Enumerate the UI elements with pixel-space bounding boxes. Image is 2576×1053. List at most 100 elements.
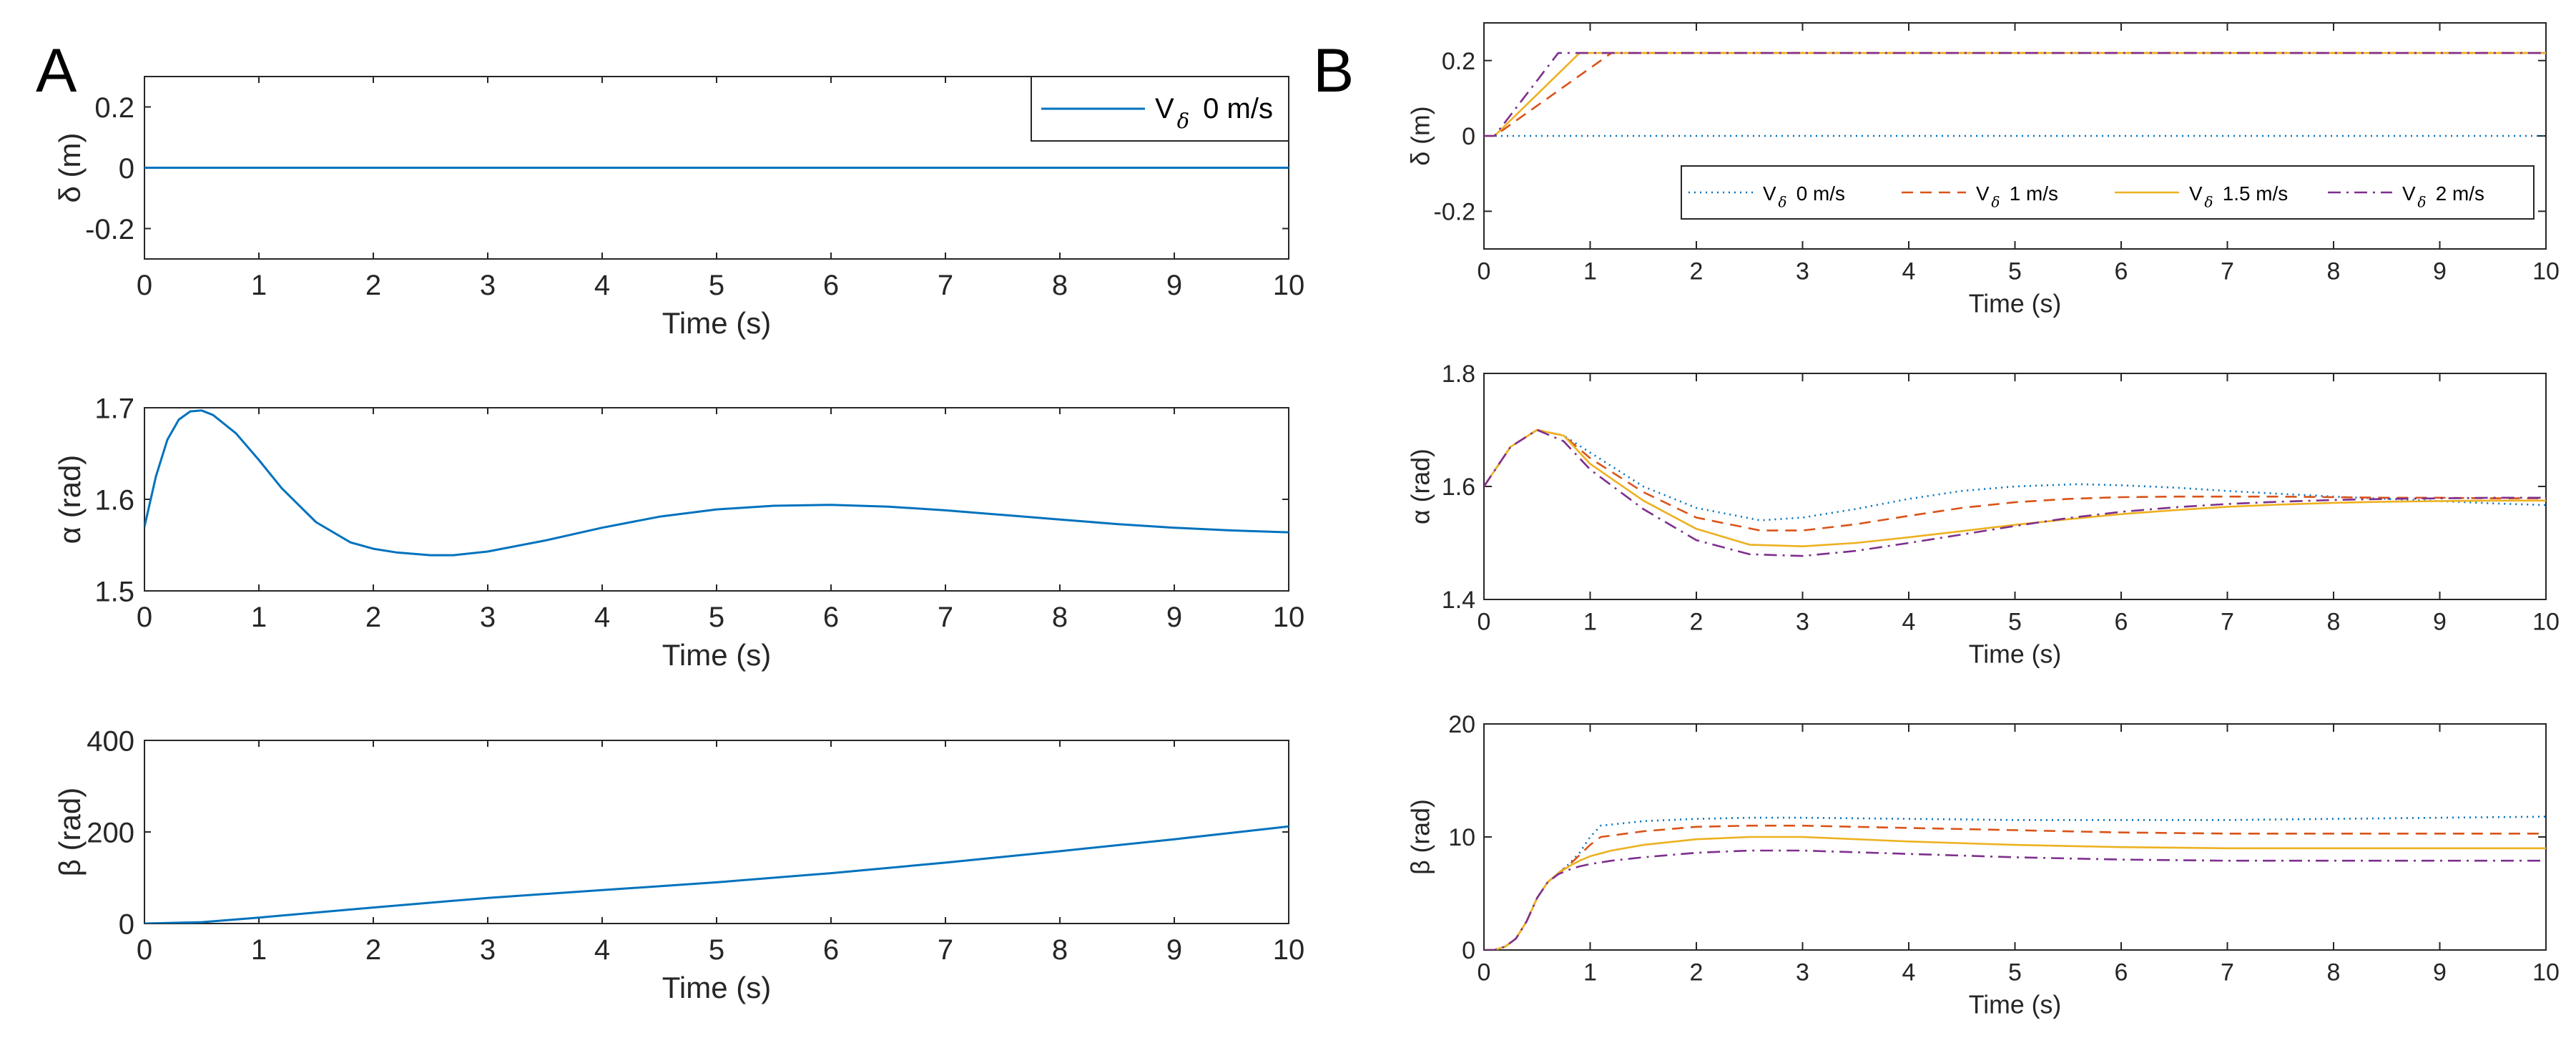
chart-b3: 0 1 2 3 4 5 6 7 8 9 10 0 10 20 Time (s) β (rad): [1407, 711, 2560, 1019]
series-line-1: [144, 409, 1289, 557]
chart-b1: 0 1 2 3 4 5 6 7 8 9 10 -0.2 0 0.2 Time (s) δ (m) V δ 0 m/…: [1407, 22, 2560, 318]
y-tick-label: 0: [1462, 937, 1475, 964]
x-tick-label: 0: [1478, 258, 1491, 285]
x-tick-label: 5: [2008, 609, 2022, 636]
x-tick-label: 2: [365, 602, 381, 633]
series-group: [1484, 816, 2546, 950]
x-axis-label: Time (s): [1969, 990, 2062, 1019]
x-tick-label: 6: [823, 270, 839, 301]
series-line-4: [1484, 52, 2546, 137]
x-tick-label: 6: [2115, 258, 2128, 285]
y-tick-label: 20: [1448, 711, 1475, 738]
y-tick-label: 1.7: [94, 393, 134, 424]
y-axis-label: β (rad): [1407, 799, 1435, 875]
x-tick-label: 7: [2221, 609, 2234, 636]
chart-a2: 0 1 2 3 4 5 6 7 8 9 10 1.5 1.6 1.7 Time (s) α (rad): [53, 393, 1304, 672]
y-tick-label: -0.2: [1434, 199, 1476, 226]
x-tick-label: 2: [1690, 959, 1704, 986]
x-tick-label: 6: [823, 934, 839, 966]
x-tick-label: 1: [251, 602, 267, 633]
y-axis-label: α (rad): [1407, 449, 1435, 524]
x-tick-label: 9: [1166, 602, 1182, 633]
y-tick-label: 0.2: [1442, 48, 1475, 75]
x-tick-label: 7: [2221, 258, 2234, 285]
y-axis-label: β (rad): [53, 788, 87, 877]
x-tick-label: 3: [1796, 609, 1809, 636]
x-tick-label: 3: [480, 934, 496, 966]
y-tick-label: 400: [87, 725, 134, 757]
y-tick-label: 10: [1448, 824, 1475, 851]
x-tick-label: 4: [594, 934, 610, 966]
x-tick-label: 8: [1052, 602, 1068, 633]
series-line-1: [1484, 428, 2546, 521]
x-axis-label: Time (s): [662, 971, 771, 1004]
chart-a3: 0 1 2 3 4 5 6 7 8 9 10 0 200 400 Time (s) β (rad): [53, 725, 1304, 1004]
y-tick-label: 1.8: [1442, 361, 1475, 388]
x-tick-label: 7: [938, 270, 953, 301]
x-tick-label: 10: [1273, 602, 1305, 633]
x-tick-label: 10: [1273, 270, 1305, 301]
y-axis-label: α (rad): [53, 455, 87, 544]
x-tick-label: 10: [2532, 258, 2560, 285]
series-line-4: [1484, 849, 2546, 950]
x-tick-label: 9: [2433, 258, 2447, 285]
y-tick-label: 1.6: [94, 484, 134, 516]
y-tick-label: 1.6: [1442, 474, 1475, 501]
series-line-3: [1484, 52, 2546, 137]
x-tick-label: 5: [709, 270, 724, 301]
x-tick-label: 7: [938, 934, 953, 966]
y-tick-label: 0: [119, 908, 134, 940]
x-tick-label: 4: [1902, 959, 1916, 986]
x-tick-label: 7: [2221, 959, 2234, 986]
x-tick-label: 4: [1902, 609, 1916, 636]
axes-box: [144, 407, 1289, 592]
x-tick-label: 0: [137, 602, 152, 633]
series-line-4: [1484, 428, 2546, 557]
y-tick-label: 0: [119, 153, 134, 185]
y-axis-label: δ (m): [1407, 106, 1435, 165]
x-tick-label: 5: [2008, 258, 2022, 285]
x-tick-label: 0: [1478, 609, 1491, 636]
y-axis-label: δ (m): [53, 132, 87, 202]
x-tick-label: 9: [2433, 959, 2447, 986]
panel-label-a: A: [36, 36, 77, 105]
x-tick-label: 2: [1690, 609, 1704, 636]
x-tick-label: 3: [1796, 258, 1809, 285]
y-tick-label: 1.4: [1442, 587, 1475, 614]
series-line-3: [1484, 836, 2546, 950]
chart-b2: 0 1 2 3 4 5 6 7 8 9 10 1.4 1.6 1.8 Time (s) α (rad): [1407, 361, 2560, 668]
y-tick-label: 200: [87, 817, 134, 848]
x-tick-label: 0: [137, 270, 152, 301]
panel-label-b: B: [1313, 36, 1354, 105]
x-tick-label: 2: [365, 270, 381, 301]
series-line-1: [144, 825, 1289, 924]
x-tick-label: 1: [1583, 258, 1597, 285]
series-group: [1484, 52, 2546, 137]
axes-box: [144, 740, 1289, 924]
series-group: [144, 409, 1289, 557]
x-tick-label: 4: [1902, 258, 1916, 285]
y-tick-label: 1.5: [94, 576, 134, 607]
x-tick-label: 1: [1583, 959, 1597, 986]
x-tick-label: 8: [1052, 934, 1068, 966]
x-tick-label: 9: [1166, 934, 1182, 966]
x-axis-label: Time (s): [662, 306, 771, 340]
x-tick-label: 5: [709, 602, 724, 633]
x-tick-label: 2: [365, 934, 381, 966]
x-tick-label: 5: [709, 934, 724, 966]
x-tick-label: 8: [1052, 270, 1068, 301]
x-tick-label: 7: [938, 602, 953, 633]
x-tick-label: 9: [2433, 609, 2447, 636]
x-tick-label: 1: [251, 270, 267, 301]
x-tick-label: 1: [251, 934, 267, 966]
legend-box: [1681, 165, 2535, 220]
series-line-3: [1484, 428, 2546, 548]
